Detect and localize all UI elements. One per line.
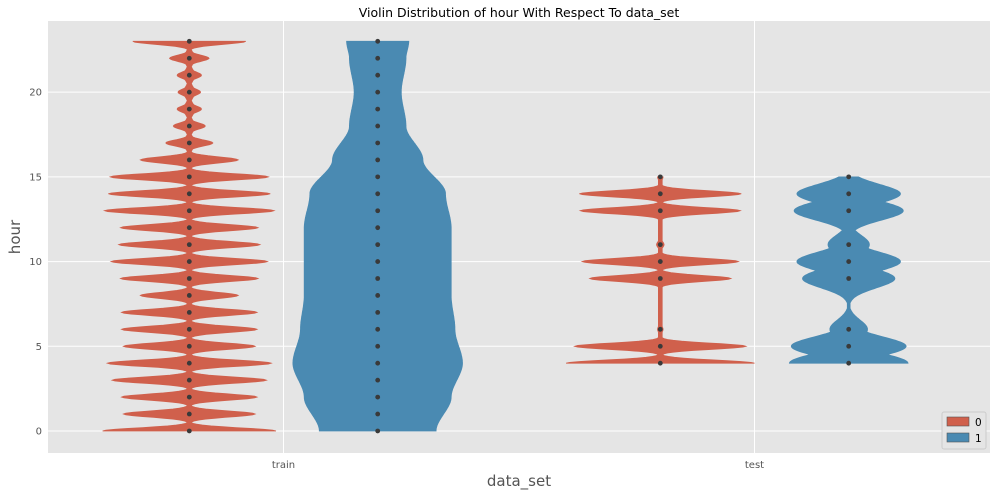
point-0-test	[657, 326, 663, 332]
point-1-train	[375, 259, 381, 264]
y-tick-labels: 0 5 10 15 20	[29, 88, 42, 438]
point-0-test	[657, 360, 663, 366]
point-1-train	[375, 309, 381, 315]
point-1-train	[375, 276, 381, 281]
point-0-train	[186, 394, 192, 400]
y-tick-label: 20	[29, 88, 42, 99]
point-1-train	[375, 242, 381, 248]
point-0-test	[657, 242, 663, 248]
point-0-train	[186, 208, 192, 214]
point-1-train	[375, 140, 381, 146]
violins	[102, 40, 909, 432]
point-1-train	[375, 394, 381, 400]
legend-label-1: 1	[975, 433, 982, 445]
point-1-train	[375, 191, 381, 197]
point-0-test	[657, 343, 663, 349]
point-0-train	[186, 428, 192, 434]
point-0-test	[657, 174, 663, 180]
point-0-train	[186, 55, 192, 61]
point-0-test	[657, 259, 663, 264]
point-1-train	[375, 411, 381, 417]
point-1-train	[375, 208, 381, 214]
legend-swatch-1	[946, 432, 970, 443]
point-0-train	[186, 89, 192, 95]
point-1-train	[375, 174, 381, 180]
point-0-train	[186, 411, 192, 417]
point-1-train	[375, 89, 381, 95]
point-0-train	[186, 259, 192, 264]
point-0-train	[186, 225, 192, 231]
y-tick-label: 15	[29, 172, 42, 183]
point-1-train	[375, 293, 381, 298]
point-1-train	[375, 428, 381, 434]
point-1-train	[375, 343, 381, 349]
point-0-train	[186, 242, 192, 248]
point-1-train	[375, 72, 381, 78]
point-1-test	[846, 343, 852, 349]
y-axis-label: hour	[6, 219, 24, 254]
point-0-train	[186, 174, 192, 180]
point-0-test	[657, 208, 663, 214]
point-1-test	[846, 191, 852, 197]
point-1-test	[846, 360, 852, 366]
point-1-train	[375, 55, 381, 61]
y-tick-label: 5	[36, 342, 42, 353]
point-1-train	[375, 106, 381, 112]
point-1-test	[846, 259, 852, 264]
chart-title: Violin Distribution of hour With Respect…	[359, 5, 680, 20]
point-0-train	[186, 377, 192, 383]
x-tick-label: train	[272, 460, 295, 471]
x-tick-labels: train test	[272, 460, 764, 471]
point-1-train	[375, 225, 381, 231]
legend-label-0: 0	[975, 417, 982, 429]
legend-swatch-0	[946, 416, 970, 427]
legend: 0 1	[941, 411, 987, 450]
point-0-train	[186, 326, 192, 332]
point-1-train	[375, 157, 381, 163]
point-0-train	[186, 140, 192, 146]
point-1-test	[846, 276, 852, 281]
point-1-test	[846, 242, 852, 248]
point-1-train	[375, 38, 381, 44]
point-0-train	[186, 360, 192, 366]
point-0-train	[186, 276, 192, 281]
point-1-train	[375, 326, 381, 332]
point-0-train	[186, 157, 192, 163]
y-tick-label: 0	[36, 426, 42, 437]
point-0-train	[186, 309, 192, 315]
point-0-train	[186, 72, 192, 78]
point-1-test	[846, 174, 852, 180]
point-0-train	[186, 123, 192, 129]
point-1-train	[375, 360, 381, 366]
point-0-train	[186, 38, 192, 44]
point-1-train	[375, 377, 381, 383]
point-0-train	[186, 191, 192, 197]
point-0-test	[657, 276, 663, 281]
point-0-test	[657, 191, 663, 197]
point-0-train	[186, 343, 192, 349]
x-tick-label: test	[745, 460, 764, 471]
point-0-train	[186, 293, 192, 298]
point-1-train	[375, 123, 381, 129]
y-tick-label: 10	[29, 257, 42, 268]
point-0-train	[186, 106, 192, 112]
point-1-test	[846, 326, 852, 332]
data-points	[186, 38, 852, 434]
point-1-test	[846, 208, 852, 214]
x-axis-label: data_set	[487, 472, 551, 491]
